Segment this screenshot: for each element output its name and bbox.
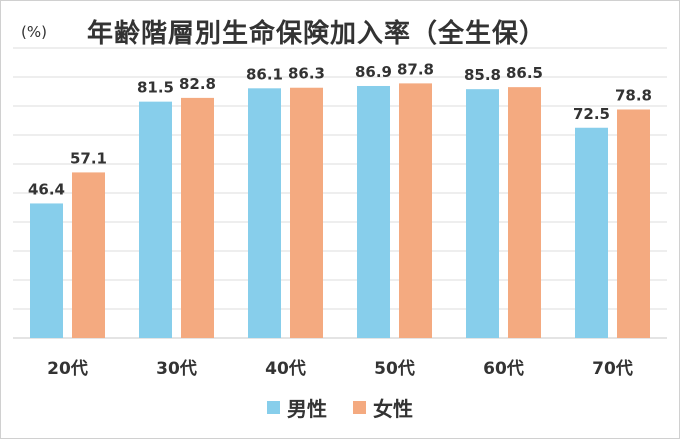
data-label-female: 86.5 — [506, 64, 543, 82]
x-tick-label: 30代 — [156, 358, 197, 379]
bar-female — [290, 87, 323, 338]
data-label-male: 86.9 — [355, 63, 392, 81]
x-tick-label: 50代 — [374, 358, 415, 379]
data-label-male: 85.8 — [464, 66, 501, 84]
bar-male — [357, 85, 390, 339]
bar-female — [617, 109, 650, 338]
chart-title: 年齢階層別生命保険加入率（全生保） — [87, 19, 547, 49]
bar-female — [399, 83, 432, 338]
legend-swatch-male — [267, 400, 280, 414]
bar-male — [466, 89, 499, 339]
data-label-female: 86.3 — [288, 65, 325, 83]
x-tick-label: 60代 — [483, 358, 524, 379]
data-label-male: 46.4 — [28, 180, 65, 198]
data-label-male: 81.5 — [137, 79, 174, 97]
legend-entry-female: 女性 — [353, 395, 413, 421]
bar-male — [248, 88, 281, 338]
legend-label-male: 男性 — [287, 396, 327, 421]
legend-entry-male: 男性 — [267, 395, 327, 421]
data-label-male: 72.5 — [573, 105, 610, 123]
bar-female — [181, 97, 214, 338]
x-tick-label: 70代 — [592, 358, 633, 379]
x-tick-label: 20代 — [47, 358, 88, 379]
bar-female — [508, 87, 541, 339]
bar-male — [575, 127, 608, 338]
bar-female — [72, 172, 105, 338]
data-label-female: 57.1 — [70, 149, 107, 167]
x-tick-label: 40代 — [265, 358, 306, 379]
data-label-female: 78.8 — [615, 86, 652, 104]
unit-label: (%) — [21, 23, 47, 41]
legend-swatch-female — [353, 400, 366, 414]
data-label-male: 86.1 — [246, 65, 283, 83]
bar-male — [30, 203, 63, 338]
data-label-female: 82.8 — [179, 75, 216, 93]
legend-label-female: 女性 — [373, 396, 413, 421]
data-label-female: 87.8 — [397, 60, 434, 78]
bar-male — [139, 101, 172, 339]
